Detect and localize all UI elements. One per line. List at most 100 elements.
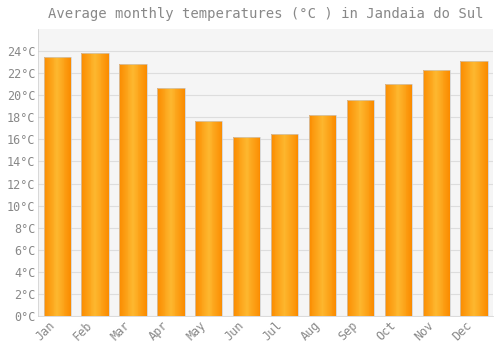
Bar (162, 88, 164, 316)
Bar (354, 100, 355, 316)
Bar (462, 61, 463, 316)
Bar (123, 64, 124, 316)
Bar (399, 84, 400, 316)
Bar (85, 53, 86, 316)
Bar (282, 134, 283, 316)
Bar (169, 88, 170, 316)
Bar (389, 84, 390, 316)
Bar (214, 121, 215, 316)
Bar (133, 64, 134, 316)
Bar (216, 121, 217, 316)
Bar (465, 61, 466, 316)
Bar (87, 53, 88, 316)
Bar (121, 64, 122, 316)
Bar (296, 134, 298, 316)
Bar (472, 61, 473, 316)
Bar (70, 57, 71, 316)
Bar (467, 61, 468, 316)
Bar (60, 57, 61, 316)
Bar (438, 70, 439, 316)
Bar (178, 88, 179, 316)
Bar (288, 134, 289, 316)
Bar (164, 88, 166, 316)
Bar (318, 115, 319, 316)
Bar (460, 61, 487, 316)
Bar (370, 100, 372, 316)
Bar (46, 57, 47, 316)
Bar (125, 64, 126, 316)
Bar (486, 61, 487, 316)
Bar (367, 100, 368, 316)
Bar (334, 115, 335, 316)
Bar (157, 88, 184, 316)
Bar (68, 57, 69, 316)
Bar (206, 121, 207, 316)
Bar (446, 70, 447, 316)
Bar (368, 100, 370, 316)
Bar (347, 100, 374, 316)
Bar (69, 57, 70, 316)
Bar (246, 137, 248, 316)
Bar (195, 121, 222, 316)
Bar (478, 61, 480, 316)
Bar (56, 57, 57, 316)
Bar (422, 70, 424, 316)
Bar (327, 115, 328, 316)
Bar (57, 57, 58, 316)
Bar (391, 84, 392, 316)
Bar (449, 70, 450, 316)
Bar (273, 134, 274, 316)
Bar (98, 53, 100, 316)
Bar (67, 57, 68, 316)
Bar (463, 61, 464, 316)
Bar (248, 137, 250, 316)
Bar (199, 121, 200, 316)
Bar (166, 88, 167, 316)
Bar (135, 64, 136, 316)
Bar (434, 70, 436, 316)
Bar (256, 137, 258, 316)
Bar (440, 70, 442, 316)
Bar (281, 134, 282, 316)
Bar (141, 64, 142, 316)
Bar (241, 137, 242, 316)
Bar (284, 134, 286, 316)
Bar (86, 53, 87, 316)
Bar (243, 137, 244, 316)
Bar (204, 121, 205, 316)
Bar (128, 64, 130, 316)
Bar (290, 134, 291, 316)
Bar (200, 121, 202, 316)
Bar (373, 100, 374, 316)
Bar (429, 70, 430, 316)
Bar (326, 115, 327, 316)
Bar (250, 137, 251, 316)
Bar (205, 121, 206, 316)
Bar (244, 137, 245, 316)
Bar (286, 134, 288, 316)
Bar (255, 137, 256, 316)
Bar (436, 70, 437, 316)
Bar (158, 88, 159, 316)
Bar (94, 53, 95, 316)
Bar (487, 61, 488, 316)
Bar (280, 134, 281, 316)
Bar (320, 115, 322, 316)
Bar (49, 57, 50, 316)
Bar (400, 84, 401, 316)
Bar (468, 61, 469, 316)
Bar (426, 70, 427, 316)
Bar (144, 64, 145, 316)
Title: Average monthly temperatures (°C ) in Jandaia do Sul: Average monthly temperatures (°C ) in Ja… (48, 7, 484, 21)
Bar (432, 70, 434, 316)
Bar (92, 53, 94, 316)
Bar (293, 134, 294, 316)
Bar (484, 61, 485, 316)
Bar (82, 53, 108, 316)
Bar (217, 121, 218, 316)
Bar (140, 64, 141, 316)
Bar (104, 53, 105, 316)
Bar (357, 100, 358, 316)
Bar (271, 134, 298, 316)
Bar (143, 64, 144, 316)
